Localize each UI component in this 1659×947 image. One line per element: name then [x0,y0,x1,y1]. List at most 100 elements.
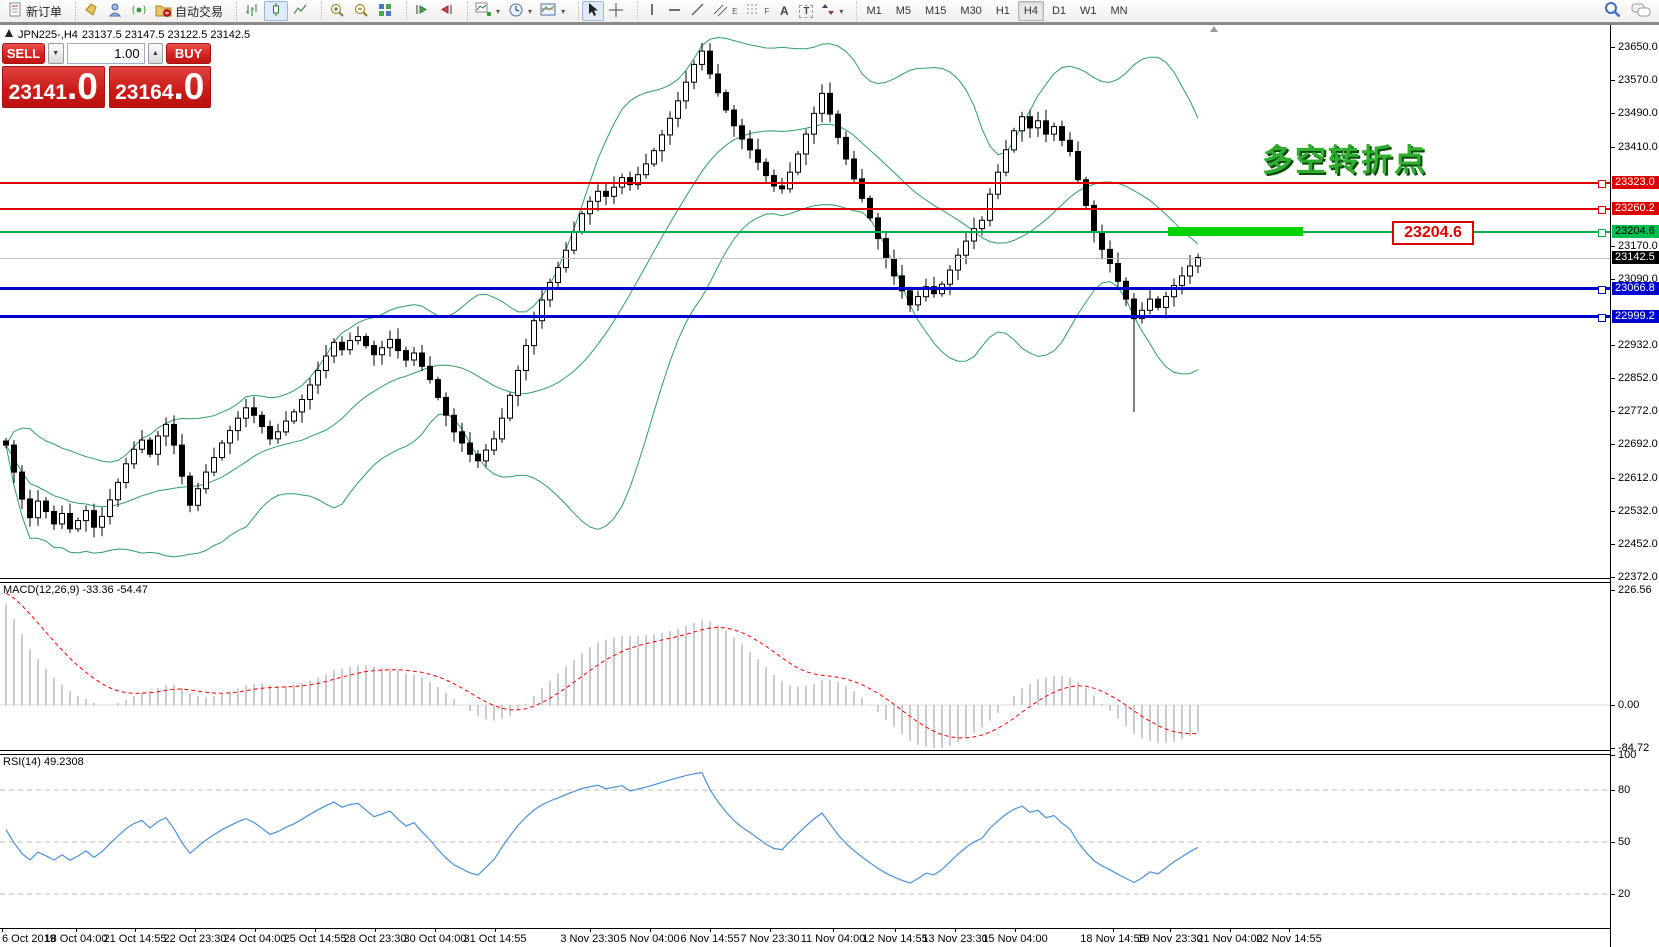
trendline-icon [690,2,705,20]
timeframe-button-W1[interactable]: W1 [1080,5,1097,17]
signal-button[interactable] [127,1,151,21]
timeframe-button-H1[interactable]: H1 [995,5,1010,17]
object-hline-23066.8[interactable] [0,287,1610,291]
new-order-button[interactable]: 新订单 [4,1,66,21]
line-chart-button[interactable] [288,1,312,21]
price-tag-button[interactable] [79,1,103,21]
market-watch-button[interactable] [103,1,127,21]
price-axis[interactable]: 23650.0 23570.0 23490.0 23410.0 23170.0 23090… [1610,25,1659,947]
fibonacci-tool-button[interactable]: F [741,1,773,21]
date-tick [255,929,256,932]
tile-windows-button[interactable] [373,1,397,21]
panel-separator[interactable] [0,750,1659,755]
hline-anchor[interactable] [1598,179,1606,188]
price-tick-label: 22852.0 [1618,371,1658,384]
hline-anchor[interactable] [1598,205,1606,214]
object-hline-22999.2[interactable] [0,315,1610,319]
sell-button[interactable]: SELL [2,43,45,64]
text-label-icon: T [799,4,814,18]
date-tick [710,929,711,932]
timeframe-button-M1[interactable]: M1 [866,5,882,17]
date-tick [833,929,834,932]
price-tick [1611,246,1615,248]
chart-templates-button[interactable]: ▾ [536,1,569,21]
zoom-out-button[interactable] [349,1,373,21]
price-tick-label: 23490.0 [1618,107,1658,120]
object-hline-23204.6[interactable] [0,230,1610,233]
date-label: 11 Nov 04:00 [800,933,866,945]
date-axis[interactable]: 6 Oct 2019 18 Oct 04:00 21 Oct 14:55 22 Oct… [0,928,1610,947]
date-tick [2,929,3,932]
bar-chart-button[interactable] [240,1,264,21]
green-highlight-bar[interactable] [1168,227,1303,236]
date-tick [375,929,376,932]
timeframe-button-M15[interactable]: M15 [925,5,947,17]
new-chart-button[interactable]: ▾ [471,1,504,21]
price-tag-annotation[interactable]: 23204.6 [1392,221,1474,245]
sell-price-button[interactable]: 23141 .0 [2,66,105,108]
macd-axis-label: -84.72 [1618,742,1650,754]
timeframe-button-D1[interactable]: D1 [1051,5,1066,17]
hline-anchor[interactable] [1598,313,1606,322]
channel-tool-button[interactable]: E [709,1,741,21]
chart-shift-marker[interactable] [1210,26,1218,32]
toolbar-separator [460,2,469,20]
auto-scroll-button[interactable] [410,1,434,21]
macd-tick [1611,705,1615,706]
timeframe-button-M30[interactable]: M30 [960,5,982,17]
autotrade-button[interactable]: 自动交易 [151,1,227,21]
price-tick-label: 23570.0 [1618,74,1658,87]
toolbar-separator [399,2,408,20]
macd-tick [1611,748,1615,749]
price-tick-label: 22452.0 [1618,537,1658,550]
price-badge-23323.0: 23323.0 [1612,176,1659,190]
volume-decrease-button[interactable]: ▼ [47,43,64,64]
date-label: 25 Oct 14:55 [283,933,347,945]
market-watch-icon [107,2,123,20]
date-tick [1289,929,1290,932]
arrows-icon [821,2,835,20]
object-hline-23260.2[interactable] [0,207,1610,210]
autotrade-label: 自动交易 [175,4,224,19]
hline-anchor[interactable] [1598,285,1606,294]
hline-anchor[interactable] [1598,228,1606,237]
text-label-tool-button[interactable]: T [795,1,817,21]
chart-canvas[interactable] [0,25,1610,947]
crosshair-tool-button[interactable] [604,1,628,21]
arrows-tool-button[interactable]: ▾ [817,1,847,21]
toolbar-right-icons [1604,0,1651,22]
vertical-line-tool-button[interactable] [641,1,663,21]
chart-shift-button[interactable] [434,1,458,21]
line-chart-icon [292,2,308,20]
volume-increase-button[interactable]: ▲ [147,43,164,64]
current-price-badge: 23142.5 [1612,251,1659,264]
date-label: 28 Oct 23:30 [343,933,407,945]
volume-input[interactable] [66,43,145,64]
cursor-tool-button[interactable] [582,1,605,21]
zoom-in-button[interactable] [325,1,349,21]
new-order-icon [8,2,23,20]
object-hline-23323.0[interactable] [0,181,1610,184]
date-label: 7 Nov 23:30 [740,933,800,945]
text-tool-button[interactable]: A [773,1,795,21]
buy-price-button[interactable]: 23164 .0 [108,66,211,108]
buy-button[interactable]: BUY [166,43,211,64]
rsi-tick [1611,842,1615,843]
panel-separator[interactable] [0,578,1659,583]
sell-price-fraction: .0 [67,66,98,107]
timeframe-button-MN[interactable]: MN [1110,5,1128,17]
period-button[interactable]: ▾ [504,1,536,21]
trendline-tool-button[interactable] [686,1,709,21]
timeframe-button-H4[interactable]: H4 [1017,1,1044,21]
timeframe-button-M5[interactable]: M5 [895,5,911,17]
date-label: 13 Nov 23:30 [922,933,988,945]
symbol-period: JPN225-,H4 [18,28,78,41]
search-icon[interactable] [1604,1,1621,21]
date-label: 5 Nov 04:00 [620,933,680,945]
chart-window[interactable]: JPN225-,H4 23137.5 23147.5 23122.5 23142… [0,25,1659,947]
clock-icon [508,2,524,21]
horizontal-line-tool-button[interactable] [663,1,686,21]
chat-icon[interactable] [1631,2,1651,21]
date-label: 19 Nov 23:30 [1137,933,1203,945]
candlestick-chart-button[interactable] [264,1,289,21]
